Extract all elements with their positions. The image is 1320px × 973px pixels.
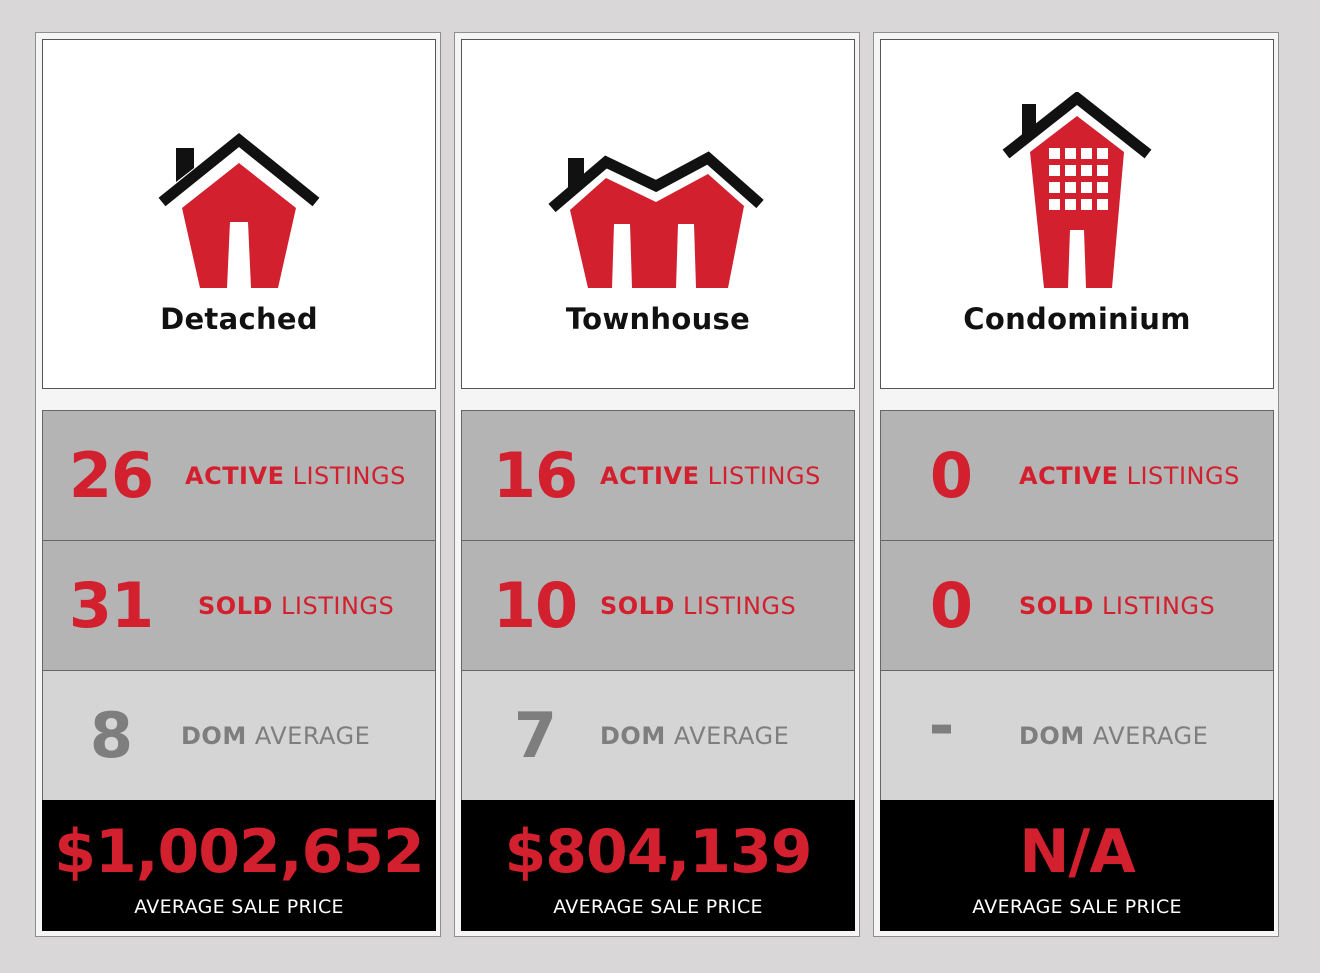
active-listings-label: ACTIVE LISTINGS bbox=[185, 462, 406, 490]
active-listings-row: 16 ACTIVE LISTINGS bbox=[461, 410, 855, 540]
card-title: Condominium bbox=[963, 302, 1191, 336]
card-header: Condominium bbox=[880, 39, 1274, 389]
average-sale-price-value: $804,139 bbox=[504, 817, 812, 887]
average-sale-price-value: N/A bbox=[1019, 817, 1136, 887]
dom-average-label: DOM AVERAGE bbox=[181, 722, 371, 750]
sold-listings-label: SOLD LISTINGS bbox=[198, 592, 395, 620]
dom-average-row: 8 DOM AVERAGE bbox=[42, 670, 436, 800]
townhouse-icon bbox=[462, 130, 854, 290]
sold-listings-row: 31 SOLD LISTINGS bbox=[42, 540, 436, 670]
dom-average-row: 7 DOM AVERAGE bbox=[461, 670, 855, 800]
condominium-icon bbox=[881, 92, 1273, 292]
card-header: Detached bbox=[42, 39, 436, 389]
card-detached: Detached 26 ACTIVE LISTINGS 31 SOLD LIST… bbox=[35, 32, 441, 937]
card-title: Detached bbox=[160, 302, 318, 336]
card-header: Townhouse bbox=[461, 39, 855, 389]
active-listings-count: 26 bbox=[68, 439, 154, 512]
card-condominium: Condominium 0 ACTIVE LISTINGS 0 SOLD LIS… bbox=[873, 32, 1279, 937]
card-townhouse: Townhouse 16 ACTIVE LISTINGS 10 SOLD LIS… bbox=[454, 32, 860, 937]
average-sale-price-label: AVERAGE SALE PRICE bbox=[553, 896, 763, 918]
active-listings-row: 0 ACTIVE LISTINGS bbox=[880, 410, 1274, 540]
dom-average-value: 7 bbox=[513, 699, 557, 772]
average-sale-price-box: $1,002,652 AVERAGE SALE PRICE bbox=[42, 800, 436, 931]
average-sale-price-value: $1,002,652 bbox=[54, 817, 425, 887]
dom-average-row: - DOM AVERAGE bbox=[880, 670, 1274, 800]
average-sale-price-label: AVERAGE SALE PRICE bbox=[134, 896, 344, 918]
sold-listings-count: 0 bbox=[929, 569, 973, 642]
sold-listings-count: 31 bbox=[68, 569, 154, 642]
sold-listings-row: 0 SOLD LISTINGS bbox=[880, 540, 1274, 670]
active-listings-row: 26 ACTIVE LISTINGS bbox=[42, 410, 436, 540]
sold-listings-label: SOLD LISTINGS bbox=[1019, 592, 1216, 620]
dom-average-value: - bbox=[928, 689, 955, 762]
average-sale-price-label: AVERAGE SALE PRICE bbox=[972, 896, 1182, 918]
dom-average-label: DOM AVERAGE bbox=[1019, 722, 1209, 750]
dom-average-label: DOM AVERAGE bbox=[600, 722, 790, 750]
active-listings-label: ACTIVE LISTINGS bbox=[600, 462, 821, 490]
dom-average-value: 8 bbox=[89, 699, 133, 772]
active-listings-count: 16 bbox=[492, 439, 578, 512]
card-title: Townhouse bbox=[565, 302, 751, 336]
average-sale-price-box: $804,139 AVERAGE SALE PRICE bbox=[461, 800, 855, 931]
detached-house-icon bbox=[43, 130, 435, 290]
active-listings-label: ACTIVE LISTINGS bbox=[1019, 462, 1240, 490]
sold-listings-count: 10 bbox=[492, 569, 578, 642]
sold-listings-label: SOLD LISTINGS bbox=[600, 592, 797, 620]
sold-listings-row: 10 SOLD LISTINGS bbox=[461, 540, 855, 670]
average-sale-price-box: N/A AVERAGE SALE PRICE bbox=[880, 800, 1274, 931]
active-listings-count: 0 bbox=[929, 439, 973, 512]
